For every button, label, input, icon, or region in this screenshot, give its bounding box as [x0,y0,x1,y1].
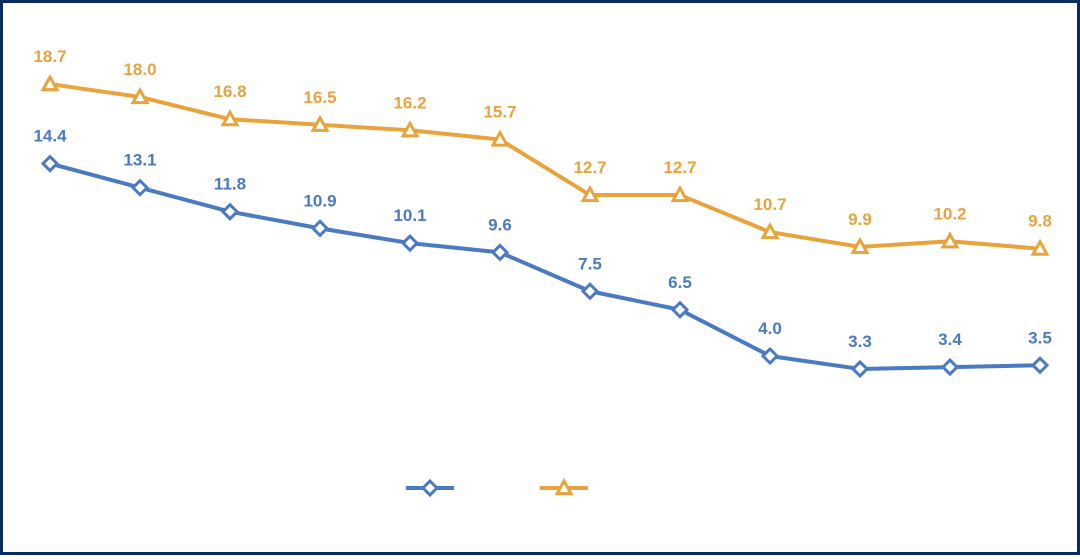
data-label: 3.4 [938,330,962,349]
data-label: 3.5 [1028,328,1052,347]
data-label: 13.1 [123,151,156,170]
data-label: 18.7 [33,47,66,66]
data-label: 6.5 [668,273,692,292]
data-label: 10.7 [753,195,786,214]
data-label: 9.6 [488,215,512,234]
data-label: 12.7 [663,158,696,177]
data-label: 9.8 [1028,212,1052,231]
data-label: 10.9 [303,191,336,210]
data-label: 11.8 [214,175,246,194]
data-label: 16.5 [303,88,336,107]
chart-svg: 14.4 13.1 11.8 10.9 10.1 9.6 7.5 6.5 4.0 3.3 3.4 3.… [0,0,1080,555]
data-label: 10.1 [393,206,426,225]
data-label: 16.8 [213,82,246,101]
data-label: 3.3 [848,332,872,351]
data-label: 10.2 [933,204,966,223]
data-label: 14.4 [33,127,67,146]
data-label: 7.5 [578,254,602,273]
data-label: 9.9 [848,210,872,229]
data-label: 4.0 [758,319,782,338]
line-chart: 14.4 13.1 11.8 10.9 10.1 9.6 7.5 6.5 4.0 3.3 3.4 3.… [0,0,1080,555]
data-label: 18.0 [123,60,156,79]
data-label: 12.7 [573,158,606,177]
data-label: 16.2 [393,93,426,112]
data-label: 15.7 [483,103,516,122]
